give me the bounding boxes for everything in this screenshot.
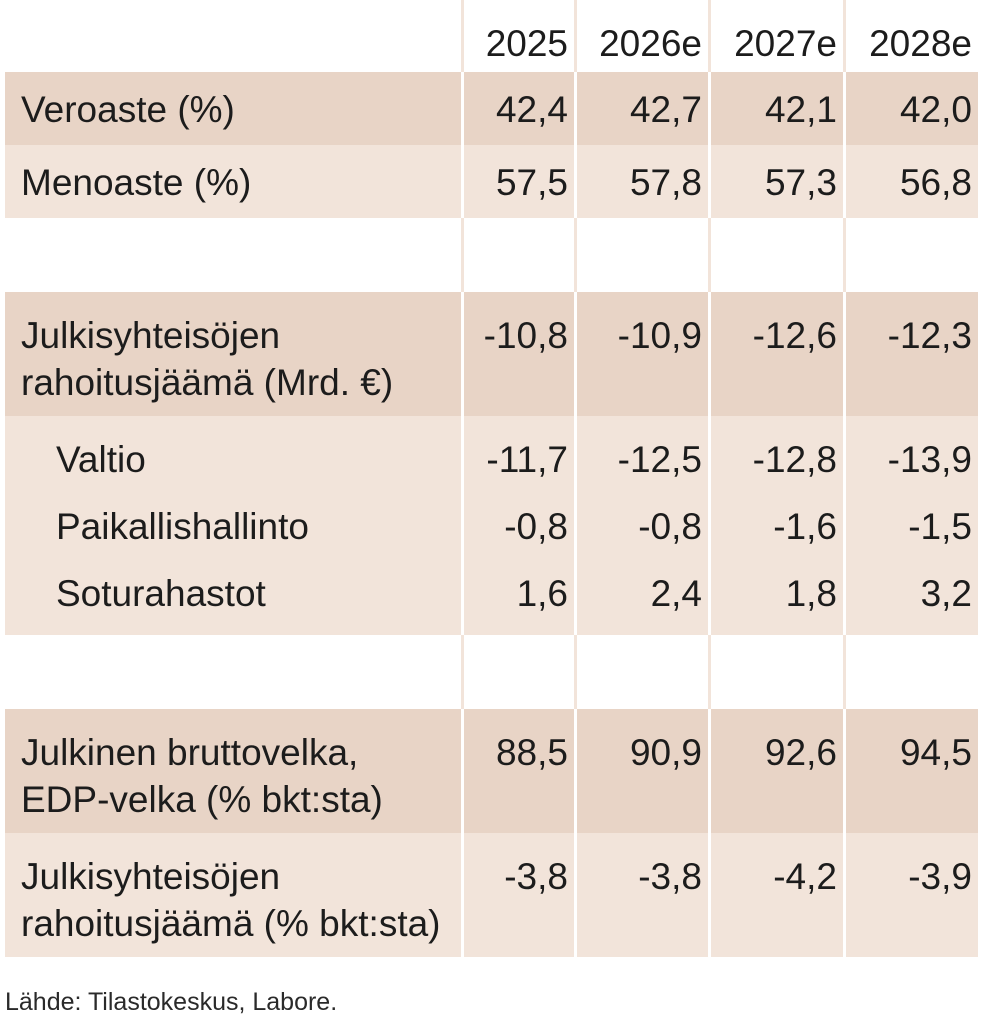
- value-cell: 88,5: [461, 709, 574, 833]
- value-cell: 57,5: [461, 145, 574, 218]
- value-cell: -3,9: [843, 833, 978, 957]
- value-cell: -0,8: [461, 489, 574, 562]
- spacer-cell: [5, 635, 461, 709]
- row-label: Julkisyhteisöjen rahoitusjäämä (Mrd. €): [21, 315, 394, 403]
- value-cell: 3,2: [843, 562, 978, 635]
- row-label: Soturahastot: [56, 573, 266, 614]
- table-row: Veroaste (%) 42,4 42,7 42,1 42,0: [5, 72, 978, 145]
- row-label: Valtio: [56, 439, 146, 480]
- value-cell: -12,8: [708, 416, 843, 489]
- row-label: Menoaste (%): [21, 162, 252, 203]
- spacer-cell: [5, 218, 461, 292]
- value-cell: -12,6: [708, 292, 843, 416]
- value-cell: -10,9: [574, 292, 708, 416]
- value-cell: -4,2: [708, 833, 843, 957]
- spacer-cell: [461, 635, 574, 709]
- value-cell: 42,0: [843, 72, 978, 145]
- value-cell: 90,9: [574, 709, 708, 833]
- header-row: 2025 2026e 2027e 2028e: [5, 0, 978, 72]
- value-cell: 42,1: [708, 72, 843, 145]
- fiscal-table: 2025 2026e 2027e 2028e Veroaste (%) 42,4…: [5, 0, 978, 957]
- value-cell: 1,6: [461, 562, 574, 635]
- spacer-row: [5, 218, 978, 292]
- table-row: Julkisyhteisöjen rahoitusjäämä (% bkt:st…: [5, 833, 978, 957]
- year-header: 2027e: [708, 0, 843, 72]
- spacer-cell: [708, 218, 843, 292]
- spacer-cell: [574, 635, 708, 709]
- value-cell: -13,9: [843, 416, 978, 489]
- value-cell: 57,8: [574, 145, 708, 218]
- value-cell: 56,8: [843, 145, 978, 218]
- value-cell: -3,8: [461, 833, 574, 957]
- table-row: Paikallishallinto -0,8 -0,8 -1,6 -1,5: [5, 489, 978, 562]
- value-cell: -12,3: [843, 292, 978, 416]
- value-cell: 57,3: [708, 145, 843, 218]
- row-label: Paikallishallinto: [56, 506, 309, 547]
- year-header: 2026e: [574, 0, 708, 72]
- row-label: Julkinen bruttovelka, EDP-velka (% bkt:s…: [21, 732, 383, 820]
- table-row: Valtio -11,7 -12,5 -12,8 -13,9: [5, 416, 978, 489]
- spacer-cell: [843, 218, 978, 292]
- source-note: Lähde: Tilastokeskus, Labore.: [5, 988, 338, 1016]
- spacer-cell: [843, 635, 978, 709]
- value-cell: 42,4: [461, 72, 574, 145]
- value-cell: -1,5: [843, 489, 978, 562]
- spacer-cell: [574, 218, 708, 292]
- value-cell: -0,8: [574, 489, 708, 562]
- row-label: Julkisyhteisöjen rahoitusjäämä (% bkt:st…: [21, 856, 441, 944]
- header-label-cell: [5, 0, 461, 72]
- year-header: 2025: [461, 0, 574, 72]
- value-cell: 42,7: [574, 72, 708, 145]
- value-cell: -12,5: [574, 416, 708, 489]
- table-row: Soturahastot 1,6 2,4 1,8 3,2: [5, 562, 978, 635]
- value-cell: 92,6: [708, 709, 843, 833]
- value-cell: -10,8: [461, 292, 574, 416]
- year-header: 2028e: [843, 0, 978, 72]
- spacer-cell: [461, 218, 574, 292]
- value-cell: -11,7: [461, 416, 574, 489]
- value-cell: -3,8: [574, 833, 708, 957]
- table-row: Julkisyhteisöjen rahoitusjäämä (Mrd. €) …: [5, 292, 978, 416]
- spacer-row: [5, 635, 978, 709]
- spacer-cell: [708, 635, 843, 709]
- table-row: Menoaste (%) 57,5 57,8 57,3 56,8: [5, 145, 978, 218]
- row-label: Veroaste (%): [21, 89, 235, 130]
- table-row: Julkinen bruttovelka, EDP-velka (% bkt:s…: [5, 709, 978, 833]
- value-cell: 2,4: [574, 562, 708, 635]
- value-cell: 94,5: [843, 709, 978, 833]
- value-cell: -1,6: [708, 489, 843, 562]
- value-cell: 1,8: [708, 562, 843, 635]
